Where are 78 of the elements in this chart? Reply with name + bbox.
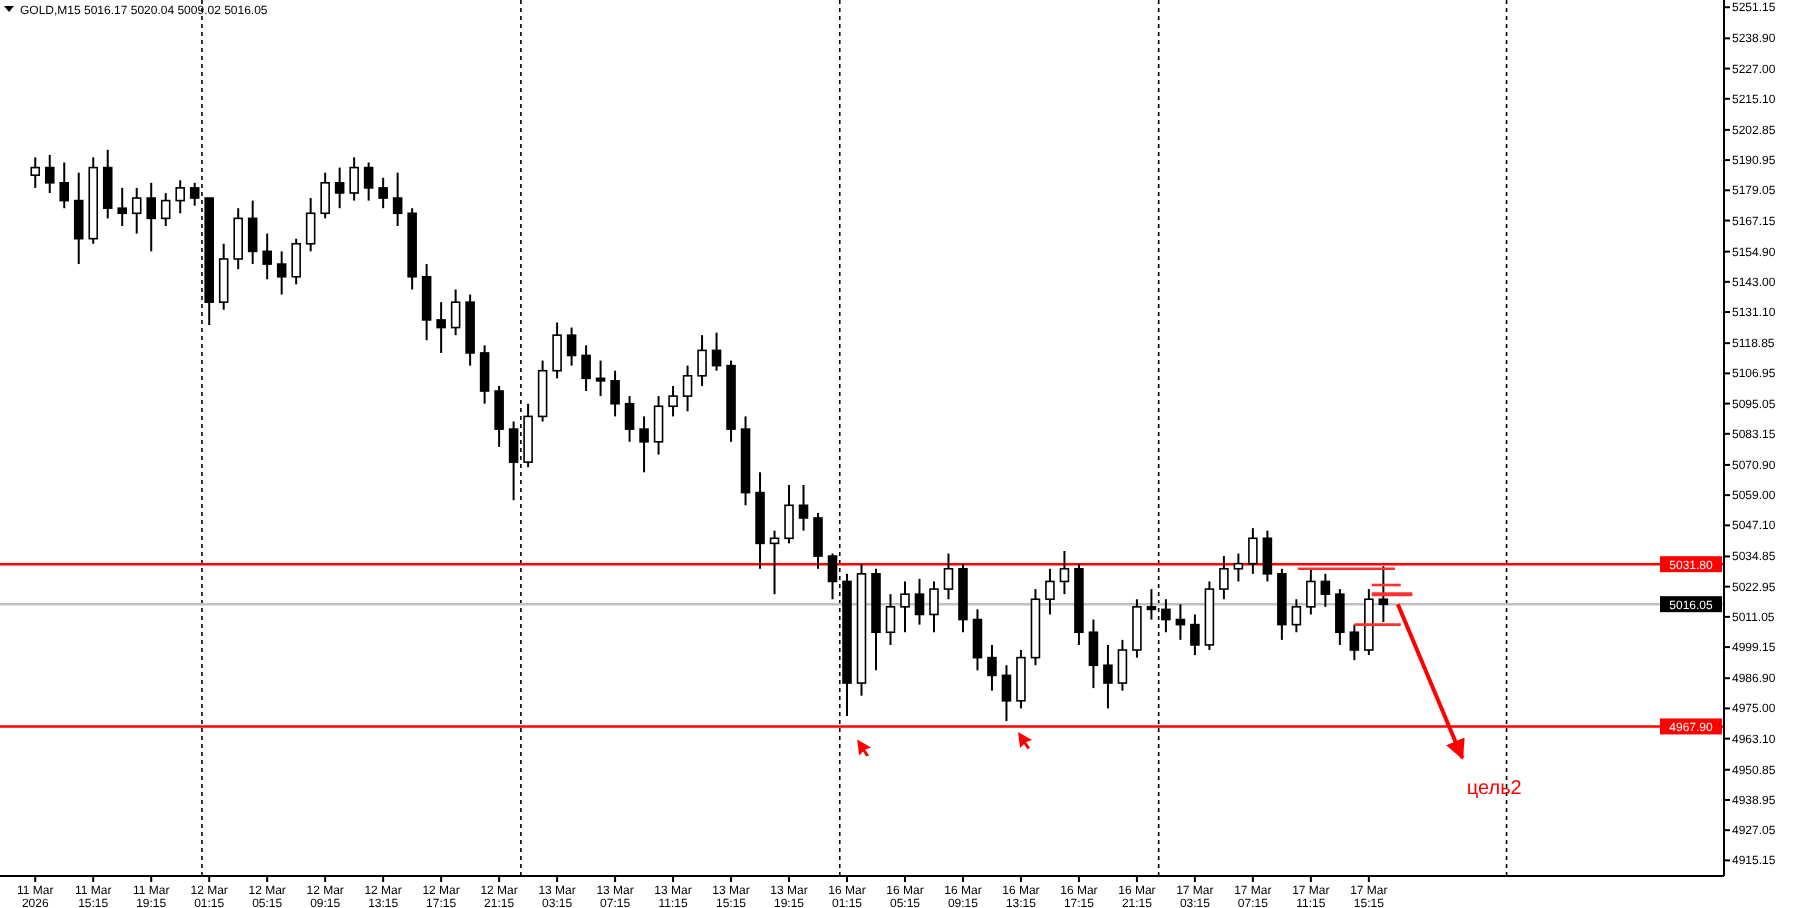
candlestick [1117,638,1128,692]
candlestick [798,483,809,532]
candlestick [1059,549,1070,596]
candlestick [479,344,490,405]
candlestick [1291,598,1302,634]
candlestick [566,326,577,367]
candlestick [233,207,243,271]
candlestick [59,161,70,210]
candlestick [987,643,997,692]
candlestick [305,197,316,253]
candlestick [160,191,171,227]
candlestick [1378,565,1389,624]
candlestick [1233,552,1244,583]
candlestick [30,156,41,189]
candlestick [1016,649,1026,710]
candlestick [349,156,359,202]
candlestick [813,511,823,570]
candlestick [1088,618,1099,690]
candlestick [436,301,446,354]
candlestick [1146,588,1157,621]
candlestick [581,344,591,393]
candlestick [1001,664,1012,723]
candlestick [610,369,620,418]
candlestick [392,171,403,227]
candlestick [276,250,287,296]
candlestick [784,483,794,545]
candlestick [769,529,780,596]
candlestick [291,237,301,286]
candlestick [1248,527,1258,575]
candlestick [885,593,896,646]
candlestick [1320,572,1331,608]
candlestick [697,334,707,387]
annotation: цель2 [1466,778,1523,800]
candlestick [494,384,504,448]
candlestick [146,181,156,253]
candlestick [73,171,84,266]
candlestick [421,263,432,342]
candlestick [508,420,519,502]
candlestick [189,181,200,207]
candlestick [595,359,606,398]
candlestick [1335,588,1345,646]
candlestick [247,199,258,266]
candlestick [523,402,533,469]
candlestick [320,171,330,220]
candlestick [262,232,272,281]
candlestick [450,288,461,337]
candlestick [537,359,548,423]
candlestick [914,577,925,626]
candlestick [552,321,562,380]
candlestick [929,580,939,634]
candlestick [639,415,649,474]
candlestick [363,161,374,202]
candlestick [1132,598,1142,659]
candlestick [1045,567,1055,616]
candlestick [943,552,954,601]
candlestick [624,395,635,443]
candlestick [668,384,678,418]
candlestick [218,242,229,311]
candlestick [131,186,142,235]
candlestick [117,186,128,227]
candlestick [653,395,664,456]
candlestick [175,179,185,215]
candlestick [1103,643,1113,710]
candlestick [1306,567,1316,616]
candlestick [711,331,722,372]
candlestick [827,552,838,601]
candlestick [102,148,113,220]
candlestick [44,153,55,194]
candlestick [972,608,983,672]
candlestick [1349,623,1360,662]
candlestick [378,176,388,210]
candlestick [334,166,345,210]
candlestick [682,364,693,413]
candlestick [1161,598,1171,634]
candlestick [1219,555,1229,601]
candlestick [900,580,910,634]
candlestick [1262,529,1273,583]
candlestick [1190,613,1200,657]
